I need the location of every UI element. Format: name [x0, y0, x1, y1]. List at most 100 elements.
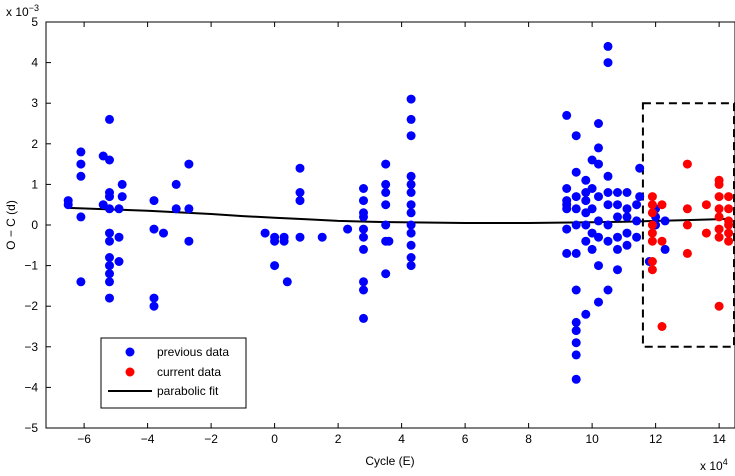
previous-data-point — [270, 261, 280, 271]
current-data-point — [714, 224, 724, 234]
previous-data-point — [105, 293, 114, 303]
y-tick-label: 2 — [31, 137, 38, 151]
previous-data-point — [603, 171, 613, 181]
current-data-point — [682, 220, 692, 230]
current-data-layer — [647, 159, 734, 331]
y-tick-label: 4 — [31, 56, 38, 70]
previous-data-point — [406, 131, 416, 141]
previous-data-point — [260, 228, 270, 238]
y-tick-label: 0 — [31, 218, 38, 232]
previous-data-point — [359, 313, 368, 323]
previous-data-point — [635, 192, 645, 202]
previous-data-point — [571, 131, 581, 141]
current-data-point — [647, 236, 657, 246]
y-axis: −5 −4 −3 −2 −1 0 1 2 3 4 5 — [24, 15, 51, 435]
y-tick-label: −5 — [24, 421, 38, 435]
previous-data-point — [105, 192, 114, 202]
previous-data-point — [282, 277, 292, 287]
legend-label-current: current data — [157, 365, 221, 379]
previous-data-point — [359, 212, 368, 222]
legend-label-fit: parabolic fit — [157, 384, 219, 398]
previous-data-point — [76, 212, 86, 222]
y-tick-label: 1 — [31, 177, 38, 191]
x-tick-label: 8 — [525, 432, 532, 446]
previous-data-point — [63, 200, 73, 210]
previous-data-point — [613, 232, 622, 242]
previous-data-point — [114, 257, 124, 266]
previous-data-point — [406, 208, 416, 218]
x-tick-label: 14 — [712, 432, 726, 446]
previous-data-point — [660, 216, 670, 226]
previous-data-point — [171, 204, 181, 214]
previous-data-point — [76, 147, 86, 157]
previous-data-point — [587, 228, 597, 238]
previous-data-point — [359, 277, 368, 287]
current-data-point — [647, 265, 657, 275]
current-data-point — [657, 322, 667, 331]
previous-data-point — [594, 261, 603, 271]
current-data-point — [714, 192, 724, 202]
previous-data-point — [587, 244, 597, 254]
previous-data-point — [381, 188, 391, 197]
previous-data-point — [114, 204, 124, 214]
previous-data-point — [587, 184, 597, 193]
y-tick-label: −2 — [24, 299, 38, 313]
previous-data-point — [406, 188, 416, 197]
y-tick-label: 5 — [31, 15, 38, 29]
previous-data-point — [603, 220, 613, 230]
previous-data-point — [635, 163, 645, 173]
y-tick-label: −1 — [24, 259, 38, 273]
previous-data-point — [632, 232, 642, 242]
previous-data-point — [571, 338, 581, 348]
current-data-dashed-box — [641, 102, 735, 348]
previous-data-point — [317, 232, 327, 242]
previous-data-point — [406, 261, 416, 271]
previous-data-point — [105, 155, 114, 165]
previous-data-point — [562, 224, 572, 234]
previous-data-point — [381, 220, 391, 230]
previous-data-point — [571, 220, 581, 230]
previous-data-point — [581, 220, 591, 230]
previous-data-point — [594, 192, 603, 202]
previous-data-point — [603, 41, 613, 51]
current-data-point — [724, 220, 734, 230]
previous-data-point — [571, 326, 581, 336]
x-tick-label: −2 — [204, 432, 218, 446]
current-data-point — [657, 236, 667, 246]
current-data-point — [724, 204, 734, 214]
previous-data-point — [149, 301, 159, 311]
previous-data-point — [406, 220, 416, 230]
previous-data-point — [632, 216, 642, 226]
previous-data-point — [571, 285, 581, 295]
previous-data-point — [105, 228, 114, 238]
y-multiplier: x 10−3 — [6, 3, 39, 19]
current-data-point — [714, 204, 724, 214]
previous-data-point — [105, 277, 114, 287]
current-data-point — [724, 192, 734, 202]
previous-data-point — [594, 297, 603, 307]
x-tick-label: 4 — [398, 432, 405, 446]
x-tick-label: −4 — [141, 432, 155, 446]
previous-data-point — [613, 188, 622, 197]
previous-data-point — [359, 285, 368, 295]
previous-data-point — [76, 159, 86, 169]
previous-data-point — [359, 224, 368, 234]
previous-data-point — [184, 159, 194, 169]
previous-data-point — [571, 248, 581, 258]
legend-marker-previous — [125, 347, 135, 357]
previous-data-point — [571, 317, 581, 327]
current-data-point — [714, 232, 724, 242]
current-data-point — [647, 257, 657, 266]
previous-data-point — [571, 374, 581, 384]
x-tick-label: −6 — [77, 432, 91, 446]
x-tick-label: 10 — [585, 432, 599, 446]
previous-data-point — [571, 204, 581, 214]
previous-data-point — [117, 179, 127, 189]
current-data-point — [682, 248, 692, 258]
previous-data-point — [622, 188, 632, 197]
previous-data-point — [622, 240, 632, 250]
x-tick-label: 12 — [649, 432, 663, 446]
previous-data-point — [381, 200, 391, 210]
previous-data-point — [359, 196, 368, 206]
